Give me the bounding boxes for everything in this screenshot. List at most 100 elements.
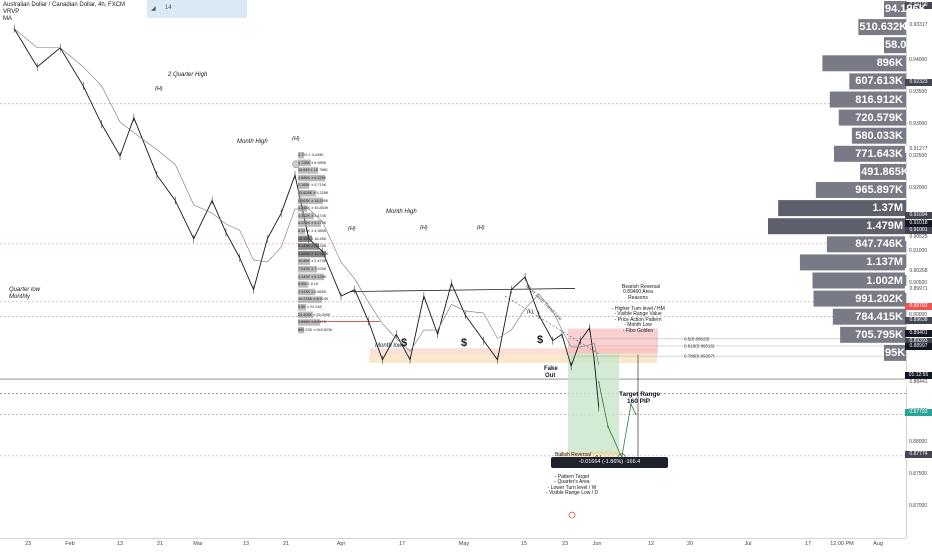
volume-profile-label: 1.137M [866, 256, 903, 269]
annotation-dollar-1: $ [401, 337, 408, 349]
left-profile-bar-18 [298, 288, 315, 296]
price-tick-label: 0.90000 [909, 312, 928, 319]
volume-profile-label: 580.033K [855, 129, 903, 142]
indicator-ma[interactable]: MA [3, 16, 12, 22]
month-low-zone [369, 354, 657, 363]
left-profile-bar-10 [298, 228, 305, 235]
volume-profile-bar-6 [838, 109, 906, 126]
price-tag: 0.89393 [905, 338, 932, 345]
time-tick-label: 17 [398, 541, 406, 547]
volume-profile-label: 965.897K [855, 184, 903, 196]
price-tag: 0.87774 [905, 451, 932, 458]
price-tag: 0.89971 [905, 286, 932, 293]
volume-profile-label: 720.579K [855, 111, 903, 124]
left-profile-bar-11 [298, 235, 312, 243]
volume-profile-label: 705.795K [855, 328, 903, 341]
left-profile-label: 5.143K ± 5.125K [298, 244, 327, 249]
projection-point-1 [607, 425, 609, 428]
price-tag: 0.88441 [905, 379, 932, 386]
price-tick-label: 0.91500 [909, 217, 927, 223]
volume-profile-bar-15 [812, 272, 906, 289]
annotation-monthly: Monthly [9, 294, 31, 300]
bullish-zone [558, 451, 620, 459]
left-profile-label: 15.628K ± 5.328K [298, 191, 329, 195]
left-profile-bar-5 [298, 190, 316, 197]
volume-profile-bar-9 [860, 163, 906, 180]
left-profile-label: 5.5K ± 22.24K [298, 305, 323, 309]
time-tick-label: 21 [282, 541, 290, 547]
left-profile-label: 16.45K ± 16.45K [298, 236, 327, 241]
time-tick-label: 17 [804, 541, 812, 547]
left-profile-label: 4.345K ± 5.124K [298, 274, 327, 279]
left-profile-bar-13 [298, 250, 326, 258]
time-tick-label: Jun [592, 541, 602, 547]
legend-box[interactable]: ◢ 14 [147, 0, 247, 18]
left-profile-bar-12 [298, 243, 319, 250]
price-tag: 0.91018 [905, 220, 932, 227]
volume-profile-label: 510.632K [859, 21, 908, 34]
volume-profile-label: 896K [876, 57, 903, 70]
symbol-title[interactable]: Australian Dollar / Canadian Dollar, 4h,… [3, 2, 126, 8]
time-tick-label: 12 [647, 541, 655, 547]
annotation-dollar-3: $ [537, 334, 544, 346]
volume-profile-label: 1.37M [872, 202, 903, 215]
left-profile-label: 19.233K ± 8.924K [298, 297, 329, 302]
volume-profile-bar-3 [822, 55, 906, 72]
indicator-vrvp[interactable]: VRVP [3, 9, 20, 15]
demand-zone [370, 348, 657, 355]
bearish-reversal-reasons: 0.89400 Area Reasons - Higher Turn level… [612, 289, 665, 334]
time-tick-label: Feb [65, 541, 75, 547]
time-tick-label: May [458, 541, 470, 547]
price-tag: 0.93317 [905, 22, 932, 29]
left-profile-bar-16 [298, 273, 324, 281]
left-profile-label: 4.565K ± 12.653K [298, 251, 329, 256]
price-tag: 0.91001 [905, 227, 932, 234]
chart-header: Australian Dollar / Canadian Dollar, 4h,… [3, 2, 125, 23]
fib-label-2: 0.786(0.89357) [684, 354, 715, 359]
left-profile-label: 4.729 ± 3.449K [298, 153, 324, 157]
price-tick-label: 0.92500 [909, 152, 928, 159]
volume-profile-label: 771.643K [855, 147, 903, 160]
price-tag: 01:12:55 [905, 372, 932, 379]
price-tag: 0.89401 [905, 330, 932, 337]
annotation-ll: (L) [527, 309, 534, 315]
left-profile-bar-1 [298, 159, 311, 167]
price-tick-label: 0.93000 [909, 121, 928, 128]
left-profile-label: 3.343K ± 6.865K [298, 289, 327, 294]
left-profile-label: 10.86K ± 2.473K [298, 259, 327, 264]
projection-point-3 [630, 403, 632, 406]
time-tick-label: 23 [561, 541, 569, 547]
left-profile-bar-9 [298, 220, 321, 227]
volume-profile-bar-7 [851, 127, 906, 144]
price-tag: 0.91094 [905, 212, 932, 219]
volume-profile-label: 847.746K [855, 238, 903, 251]
left-profile-bar-21 [298, 311, 313, 319]
volume-profile-bar-12 [768, 218, 906, 235]
time-tick-label: 20 [686, 541, 694, 547]
volume-profile-label: 491.865K [861, 165, 909, 178]
price-tick-label: 0.90500 [909, 280, 928, 287]
range-measure-box: -0.01664 (-1.86%) -166.4 [551, 457, 668, 468]
time-tick-label: 12:00 PM [830, 541, 854, 547]
volume-profile-label: 607.613K [855, 75, 903, 88]
left-profile-label: 4.221K ± 9.275K [298, 221, 327, 226]
left-profile-bar-8 [298, 212, 314, 220]
time-tick-label: Apr [336, 541, 346, 547]
left-profile-bar-14 [298, 258, 310, 265]
time-tick-label: Mar [193, 541, 203, 547]
left-profile-label: 4.563K ± 18.295K [298, 198, 329, 203]
annotation-dollar-2: $ [461, 337, 468, 349]
volume-profile-label: 95K [885, 346, 906, 359]
left-profile-bar-4 [298, 182, 309, 189]
left-profile-bar-22 [298, 319, 320, 326]
price-tick-label: 0.87000 [909, 503, 928, 510]
annotation-month-low: Month low [375, 343, 403, 349]
annotation-h-4: (H) [420, 225, 428, 231]
left-profile-bar-17 [298, 281, 308, 288]
time-axis[interactable] [0, 538, 906, 551]
left-profile-bar-19 [298, 296, 322, 303]
price-tick-label: 0.93500 [909, 89, 928, 96]
left-profile-label: 24.406K ± 26.909K [298, 312, 331, 317]
